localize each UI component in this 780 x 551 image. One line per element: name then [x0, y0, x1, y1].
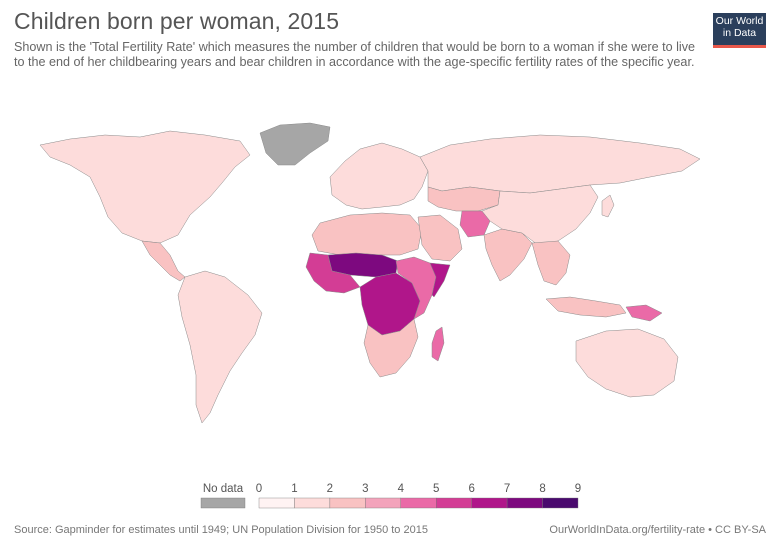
region-japan[interactable]	[601, 194, 615, 218]
region-europe[interactable]	[329, 142, 429, 210]
legend-tick-label: 7	[504, 483, 510, 495]
region-south-america[interactable]	[177, 270, 263, 424]
region-russia[interactable]	[419, 134, 701, 194]
legend: No data 0 1 2 3 4 5 6 7 8 9	[200, 483, 581, 509]
source-note: Source: Gapminder for estimates until 19…	[14, 524, 428, 536]
legend-bin-4-5	[400, 497, 437, 509]
region-indonesia[interactable]	[545, 296, 627, 318]
legend-tick-label: 5	[433, 483, 439, 495]
legend-tick-label: 0	[256, 483, 262, 495]
region-east-africa[interactable]	[395, 256, 437, 320]
legend-bin-5-6	[436, 497, 472, 509]
region-australia[interactable]	[575, 328, 679, 398]
logo-line-1: Our World	[715, 15, 764, 27]
region-west-africa[interactable]	[305, 252, 361, 294]
source-link[interactable]: OurWorldInData.org/fertility-rate • CC B…	[549, 524, 766, 536]
owid-logo[interactable]: Our World in Data	[713, 13, 766, 48]
region-southern-africa[interactable]	[363, 318, 419, 378]
legend-tick-label: 9	[575, 483, 581, 495]
logo-accent-bar	[713, 45, 766, 48]
region-papua-new-guinea[interactable]	[625, 304, 663, 322]
logo-line-2: in Data	[722, 27, 757, 39]
world-map[interactable]	[10, 105, 720, 450]
region-somalia[interactable]	[429, 262, 451, 298]
chart-subtitle: Shown is the 'Total Fertility Rate' whic…	[14, 40, 696, 69]
legend-bin-7-8	[506, 497, 543, 509]
legend-tick-label: 3	[362, 483, 368, 495]
legend-no-data-swatch	[200, 497, 246, 509]
region-arabian-peninsula[interactable]	[417, 214, 463, 262]
region-central-asia[interactable]	[427, 186, 501, 212]
legend-tick-label: 2	[327, 483, 333, 495]
legend-tick-label: 1	[291, 483, 297, 495]
region-southeast-asia[interactable]	[531, 240, 571, 286]
region-india[interactable]	[483, 228, 533, 282]
legend-tick-label: 4	[398, 483, 405, 495]
legend-tick-label: 6	[468, 483, 474, 495]
legend-bin-3-4	[365, 497, 401, 509]
region-madagascar[interactable]	[431, 326, 445, 362]
chart-title: Children born per woman, 2015	[14, 8, 340, 34]
legend-bin-8-9	[542, 497, 579, 509]
legend-bin-1-2	[294, 497, 331, 509]
legend-tick-label: 8	[539, 483, 545, 495]
legend-bin-6-7	[471, 497, 508, 509]
region-north-america[interactable]	[39, 130, 251, 244]
region-north-africa[interactable]	[311, 212, 423, 256]
region-greenland[interactable]	[259, 122, 331, 166]
legend-no-data-label: No data	[203, 483, 244, 495]
legend-bin-0-1	[258, 497, 295, 509]
legend-bin-2-3	[329, 497, 366, 509]
region-central-america[interactable]	[141, 240, 186, 282]
